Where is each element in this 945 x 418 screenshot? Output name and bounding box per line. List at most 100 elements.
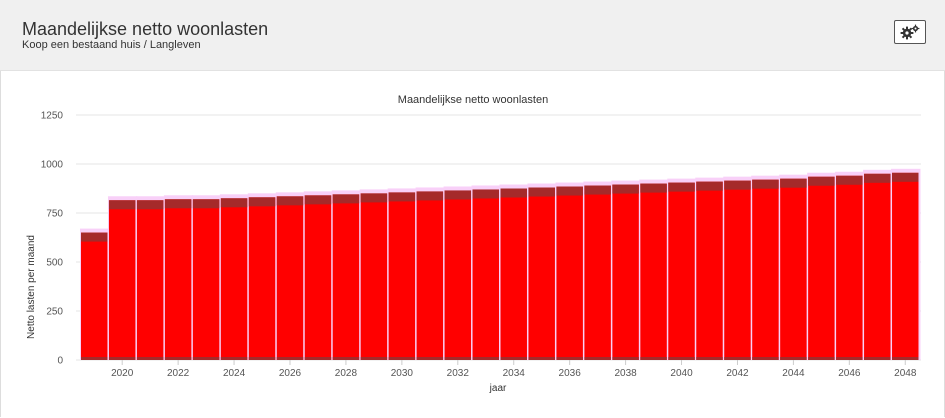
y-tick-label: 1000 (41, 160, 64, 171)
bar-top-segment (612, 184, 639, 194)
bar-2044[interactable] (780, 178, 807, 360)
bar-2036[interactable] (556, 186, 583, 360)
bar-2022[interactable] (164, 199, 192, 360)
bar-top-segment (584, 185, 611, 195)
bar-top-segment (220, 198, 248, 208)
bar-chart: Maandelijkse netto woonlasten 0 250 500 750… (26, 94, 921, 394)
bar-2028[interactable] (332, 194, 360, 360)
bar-top-segment (276, 196, 304, 206)
bar-base-segment (136, 357, 164, 360)
bar-2040[interactable] (668, 182, 695, 360)
bar-2032[interactable] (444, 190, 472, 360)
x-tick-label: 2040 (670, 368, 693, 379)
bar-base-segment (696, 357, 723, 360)
bar-2046[interactable] (836, 175, 863, 360)
bar-base-segment (416, 357, 444, 360)
bar-2024[interactable] (220, 198, 248, 360)
bar-base-segment (500, 357, 527, 360)
bar-2025[interactable] (248, 197, 276, 360)
bar-2027[interactable] (304, 195, 332, 360)
y-tick-label: 0 (57, 356, 63, 367)
bar-base-segment (864, 357, 891, 360)
bar-2045[interactable] (808, 176, 835, 360)
x-tick-label: 2044 (782, 368, 805, 379)
x-axis-ticks: 2020 2022 2024 2026 2028 2030 2032 2034 2036 2038… (111, 360, 917, 379)
bar-top-segment (304, 195, 332, 205)
bar-top-segment (500, 188, 527, 198)
bar-2019[interactable] (81, 232, 108, 360)
bars (80, 168, 921, 361)
bar-base-segment (220, 357, 248, 360)
bar-base-segment (108, 357, 136, 360)
bar-2020[interactable] (108, 200, 136, 360)
x-axis-label: jaar (489, 383, 507, 394)
bar-top-segment (332, 194, 360, 204)
y-tick-label: 500 (46, 258, 63, 269)
bar-base-segment (388, 357, 416, 360)
x-tick-label: 2038 (614, 368, 637, 379)
y-axis-label: Netto lasten per maand (26, 235, 37, 339)
bar-2030[interactable] (388, 192, 416, 360)
chart-panel: Maandelijkse netto woonlasten 0 250 500 750… (0, 71, 945, 417)
bar-2038[interactable] (612, 184, 639, 360)
bar-top-segment (836, 175, 863, 185)
bar-base-segment (472, 357, 499, 360)
bar-top-segment (556, 186, 583, 196)
bar-2039[interactable] (640, 183, 667, 360)
bar-2037[interactable] (584, 185, 611, 360)
bar-top-segment (360, 193, 388, 203)
y-tick-label: 750 (46, 209, 63, 220)
bar-base-segment (892, 357, 919, 360)
bar-2031[interactable] (416, 191, 444, 360)
bar-2029[interactable] (360, 193, 388, 360)
bar-top-segment (808, 176, 835, 186)
bar-base-segment (668, 357, 695, 360)
bar-top-segment (164, 199, 192, 209)
x-tick-label: 2026 (279, 368, 302, 379)
bar-2048[interactable] (892, 172, 919, 360)
bar-2042[interactable] (724, 180, 751, 360)
x-tick-label: 2032 (447, 368, 470, 379)
bar-top-segment (696, 181, 723, 191)
bar-top-segment (81, 232, 108, 242)
bar-top-segment (892, 172, 919, 182)
x-tick-label: 2042 (726, 368, 749, 379)
bar-top-segment (724, 180, 751, 190)
bar-2021[interactable] (136, 200, 164, 360)
x-tick-label: 2022 (167, 368, 190, 379)
bar-2034[interactable] (500, 188, 527, 361)
bar-top-segment (108, 200, 136, 210)
bar-top-segment (444, 190, 472, 200)
bar-top-segment (780, 178, 807, 188)
bar-top-segment (388, 192, 416, 202)
y-tick-label: 250 (46, 307, 63, 318)
bar-top-segment (528, 187, 555, 197)
bar-base-segment (640, 357, 667, 360)
page-title: Maandelijkse netto woonlasten (22, 19, 269, 39)
bar-base-segment (360, 357, 388, 360)
x-tick-label: 2036 (559, 368, 582, 379)
bar-2047[interactable] (864, 173, 891, 360)
bar-base-segment (780, 357, 807, 360)
settings-button[interactable] (894, 20, 926, 44)
page-header: Maandelijkse netto woonlasten Koop een b… (0, 0, 945, 71)
x-tick-label: 2028 (335, 368, 358, 379)
bar-base-segment (332, 357, 360, 360)
bar-2035[interactable] (528, 187, 555, 360)
y-tick-label: 1250 (41, 111, 64, 122)
bar-base-segment (724, 357, 751, 360)
bar-2023[interactable] (192, 199, 220, 360)
bar-base-segment (81, 357, 108, 360)
bar-base-segment (304, 357, 332, 360)
bar-2026[interactable] (276, 196, 304, 360)
bar-2033[interactable] (472, 189, 499, 360)
bar-2043[interactable] (752, 179, 779, 360)
bar-top-segment (416, 191, 444, 201)
x-tick-label: 2048 (894, 368, 917, 379)
bar-base-segment (248, 357, 276, 360)
bar-2041[interactable] (696, 181, 723, 360)
y-axis-ticks: 0 250 500 750 1000 1250 (41, 111, 64, 367)
x-tick-label: 2046 (838, 368, 861, 379)
bar-base-segment (164, 357, 192, 360)
bar-base-segment (584, 357, 611, 360)
